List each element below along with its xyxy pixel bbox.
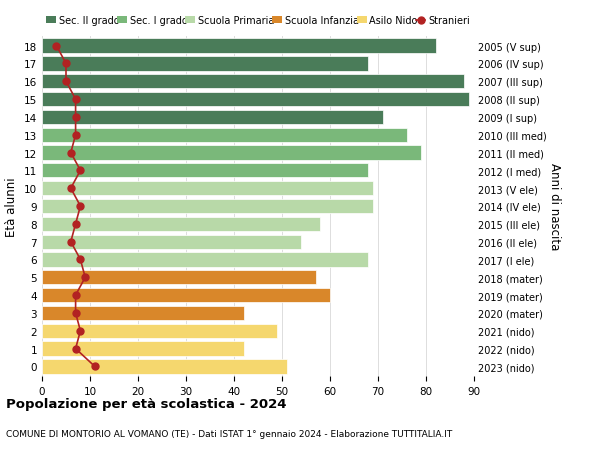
Bar — [42, 341, 244, 356]
Bar — [42, 324, 277, 338]
Legend: Sec. II grado, Sec. I grado, Scuola Primaria, Scuola Infanzia, Asilo Nido, Stran: Sec. II grado, Sec. I grado, Scuola Prim… — [42, 12, 474, 30]
Text: Popolazione per età scolastica - 2024: Popolazione per età scolastica - 2024 — [6, 397, 287, 410]
Bar — [42, 253, 368, 267]
Point — [66, 238, 76, 246]
Text: COMUNE DI MONTORIO AL VOMANO (TE) - Dati ISTAT 1° gennaio 2024 - Elaborazione TU: COMUNE DI MONTORIO AL VOMANO (TE) - Dati… — [6, 429, 452, 438]
Point — [71, 132, 80, 139]
Bar — [42, 129, 407, 143]
Bar — [42, 270, 316, 285]
Point — [80, 274, 90, 281]
Point — [66, 150, 76, 157]
Bar — [42, 146, 421, 160]
Point — [61, 78, 71, 86]
Point — [71, 292, 80, 299]
Bar — [42, 57, 368, 72]
Bar — [42, 288, 330, 302]
Bar — [42, 93, 469, 107]
Bar — [42, 235, 301, 249]
Point — [61, 61, 71, 68]
Point — [71, 221, 80, 228]
Y-axis label: Età alunni: Età alunni — [5, 177, 19, 236]
Point — [76, 168, 85, 175]
Bar — [42, 217, 320, 231]
Bar — [42, 182, 373, 196]
Point — [76, 256, 85, 263]
Bar — [42, 111, 383, 125]
Point — [71, 96, 80, 104]
Y-axis label: Anni di nascita: Anni di nascita — [548, 163, 561, 250]
Point — [52, 43, 61, 50]
Point — [90, 363, 100, 370]
Bar — [42, 164, 368, 178]
Point — [71, 114, 80, 121]
Bar — [42, 306, 244, 320]
Bar — [42, 75, 464, 89]
Point — [76, 203, 85, 210]
Bar — [42, 200, 373, 213]
Bar — [42, 39, 436, 54]
Point — [76, 327, 85, 335]
Point — [71, 309, 80, 317]
Bar — [42, 359, 287, 374]
Point — [66, 185, 76, 192]
Point — [71, 345, 80, 353]
